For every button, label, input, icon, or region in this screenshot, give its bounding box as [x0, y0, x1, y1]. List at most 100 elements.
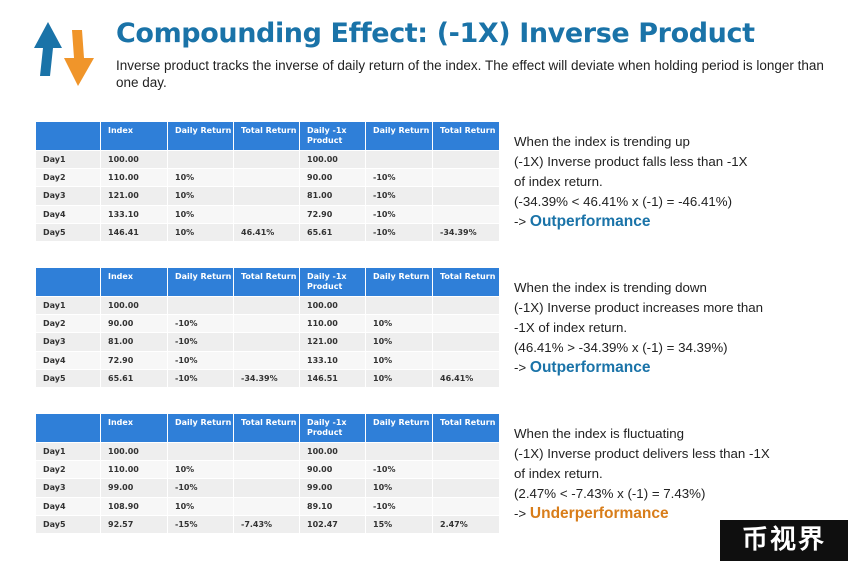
day-label: Day1	[36, 151, 101, 170]
table-cell: 99.00	[300, 479, 366, 498]
day-label: Day3	[36, 333, 101, 352]
table-cell: 100.00	[101, 443, 168, 462]
note-line: of index return.	[514, 466, 603, 481]
table-cell: -10%	[366, 187, 433, 206]
table-cell: 65.61	[300, 223, 366, 242]
table-cell: 146.41	[101, 223, 168, 242]
column-header: Total Return	[433, 122, 500, 151]
table-cell	[433, 151, 500, 170]
corner-cell	[36, 414, 101, 443]
corner-cell	[36, 122, 101, 151]
day-label: Day4	[36, 205, 101, 224]
table-row: Day2 110.00 10% 90.00 -10%	[36, 169, 500, 188]
table-cell	[234, 443, 300, 462]
table-cell: -10%	[168, 479, 234, 498]
watermark-badge: 币视界	[720, 520, 848, 561]
column-header: Daily Return	[168, 122, 234, 151]
column-header: Total Return	[433, 414, 500, 443]
conclusion-label: Outperformance	[529, 359, 651, 376]
up-down-arrows-logo	[34, 22, 94, 86]
day-label: Day4	[36, 351, 101, 370]
table-cell: -10%	[168, 369, 234, 388]
table-cell: 10%	[366, 315, 433, 334]
table-cell	[234, 169, 300, 188]
day-label: Day2	[36, 169, 101, 188]
column-header: Daily Return	[366, 122, 433, 151]
table-cell	[366, 151, 433, 170]
table-cell	[366, 297, 433, 316]
table-cell: -34.39%	[433, 223, 500, 242]
table-cell: 121.00	[300, 333, 366, 352]
day-label: Day3	[36, 187, 101, 206]
conclusion-label: Outperformance	[529, 213, 651, 230]
scenario-note-trending-up: When the index is trending up (-1X) Inve…	[514, 132, 814, 232]
table-cell	[234, 187, 300, 206]
scenario-note-trending-down: When the index is trending down (-1X) In…	[514, 278, 814, 378]
table-cell	[234, 351, 300, 370]
note-conclusion-line: -> Underperformance	[514, 504, 814, 524]
table-cell: 46.41%	[234, 223, 300, 242]
table-row: Day5 65.61 -10% -34.39% 146.51 10% 46.41…	[36, 369, 500, 388]
table-cell	[433, 497, 500, 516]
table-row: Day3 121.00 10% 81.00 -10%	[36, 187, 500, 206]
column-header: Daily Return	[168, 268, 234, 297]
table-cell	[168, 443, 234, 462]
table-cell	[234, 479, 300, 498]
up-arrow-icon	[34, 22, 62, 76]
table-row: Day4 108.90 10% 89.10 -10%	[36, 497, 500, 516]
table-cell	[234, 315, 300, 334]
day-label: Day2	[36, 461, 101, 480]
table-cell: 92.57	[101, 515, 168, 534]
day-label: Day4	[36, 497, 101, 516]
table-cell: 10%	[168, 497, 234, 516]
table-cell: 15%	[366, 515, 433, 534]
table-row: Day2 110.00 10% 90.00 -10%	[36, 461, 500, 480]
arrow-text: ->	[514, 506, 527, 521]
table-cell	[433, 315, 500, 334]
table-row: Day2 90.00 -10% 110.00 10%	[36, 315, 500, 334]
scenario-table-trending-up: Index Daily Return Total Return Daily -1…	[36, 122, 500, 242]
table-cell: -10%	[366, 169, 433, 188]
table-cell: 133.10	[101, 205, 168, 224]
table-cell: -10%	[366, 223, 433, 242]
table-cell: 100.00	[300, 297, 366, 316]
table-cell: 2.47%	[433, 515, 500, 534]
day-label: Day5	[36, 369, 101, 388]
note-line: (-1X) Inverse product falls less than -1…	[514, 154, 748, 169]
table-cell: 121.00	[101, 187, 168, 206]
table-cell: -15%	[168, 515, 234, 534]
table-cell: 100.00	[101, 151, 168, 170]
note-conclusion-line: -> Outperformance	[514, 358, 814, 378]
arrow-text: ->	[514, 360, 527, 375]
table-cell: -10%	[168, 333, 234, 352]
table-cell	[234, 461, 300, 480]
table-cell: 133.10	[300, 351, 366, 370]
table-cell: 10%	[366, 333, 433, 352]
note-line: When the index is fluctuating	[514, 426, 685, 441]
table-cell	[234, 151, 300, 170]
column-header: Total Return	[234, 414, 300, 443]
column-header: Total Return	[234, 268, 300, 297]
table-cell: 108.90	[101, 497, 168, 516]
table-cell	[234, 297, 300, 316]
table-cell: 110.00	[101, 169, 168, 188]
day-label: Day1	[36, 443, 101, 462]
table-cell: 90.00	[300, 169, 366, 188]
column-header: Daily Return	[168, 414, 234, 443]
table-header-row: Index Daily Return Total Return Daily -1…	[36, 122, 500, 151]
table-cell	[234, 497, 300, 516]
table-cell: 10%	[168, 205, 234, 224]
table-cell: 65.61	[101, 369, 168, 388]
table-cell: 72.90	[300, 205, 366, 224]
table-cell: 10%	[366, 351, 433, 370]
column-header: Index	[101, 414, 168, 443]
table-cell: 72.90	[101, 351, 168, 370]
scenario-table-fluctuating: Index Daily Return Total Return Daily -1…	[36, 414, 500, 534]
day-label: Day5	[36, 515, 101, 534]
table-cell: 46.41%	[433, 369, 500, 388]
table-cell: -10%	[366, 205, 433, 224]
note-line: When the index is trending up	[514, 134, 690, 149]
table-cell: 10%	[168, 461, 234, 480]
table-cell: -10%	[366, 497, 433, 516]
note-line: of index return.	[514, 174, 603, 189]
